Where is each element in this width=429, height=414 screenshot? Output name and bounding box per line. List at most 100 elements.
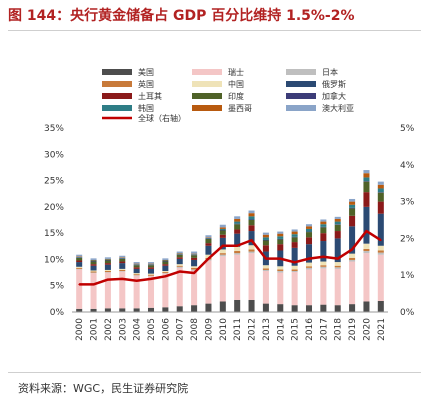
line-point bbox=[365, 230, 368, 232]
bar-segment bbox=[90, 258, 97, 260]
bar-segment bbox=[162, 264, 169, 266]
bar-segment bbox=[334, 218, 341, 222]
bar-segment bbox=[377, 192, 384, 202]
bar-segment bbox=[349, 261, 356, 305]
bar-segment bbox=[248, 299, 255, 312]
bar-segment bbox=[133, 265, 140, 268]
legend-swatch bbox=[192, 93, 222, 99]
bar-segment bbox=[76, 308, 83, 312]
bar-segment bbox=[320, 233, 327, 242]
line-point bbox=[92, 283, 95, 286]
x-tick-label: 2020 bbox=[362, 318, 372, 341]
bar-segment bbox=[76, 269, 83, 309]
x-tick-label: 2019 bbox=[348, 318, 358, 341]
bar-segment bbox=[248, 219, 255, 220]
bar-segment bbox=[191, 266, 198, 268]
bar-segment bbox=[104, 272, 111, 309]
bar-segment bbox=[219, 230, 226, 235]
bar-segment bbox=[334, 238, 341, 263]
bar-segment bbox=[377, 245, 384, 251]
bar-segment bbox=[119, 255, 126, 258]
bar-segment bbox=[162, 258, 169, 260]
bar-segment bbox=[147, 275, 155, 277]
bar-segment bbox=[377, 300, 384, 312]
line-point bbox=[380, 239, 382, 242]
bar-segment bbox=[90, 273, 97, 309]
bar-segment bbox=[162, 272, 169, 274]
bar-segment bbox=[277, 304, 284, 312]
bar-segment bbox=[76, 266, 83, 268]
legend-swatch bbox=[102, 93, 132, 99]
bar-segment bbox=[248, 225, 255, 232]
bar-segment bbox=[248, 210, 255, 214]
bar-segment bbox=[104, 259, 111, 261]
x-tick-label: 2001 bbox=[90, 318, 100, 341]
bar-segment bbox=[219, 249, 226, 254]
bar-segment bbox=[191, 257, 198, 260]
legend-swatch bbox=[286, 105, 316, 111]
line-point bbox=[322, 256, 325, 258]
bar-segment bbox=[205, 237, 212, 238]
legend-label: 全球（右轴） bbox=[138, 113, 186, 123]
bar-segment bbox=[291, 236, 298, 238]
bar-segment bbox=[291, 305, 298, 312]
chart-container: 美国 瑞士 日本 英国 中国 俄罗斯 土耳其 印度 加拿大 韩国 墨西哥 澳大利亚 全球（右轴） 0% 5… bbox=[0, 62, 429, 364]
x-tick-label: 2017 bbox=[319, 318, 329, 341]
bar-segment bbox=[305, 228, 313, 232]
bar-segment bbox=[320, 266, 327, 269]
bar-segment bbox=[147, 262, 155, 264]
legend-swatch bbox=[102, 81, 132, 87]
bar-segment bbox=[363, 170, 370, 174]
legend-label: 印度 bbox=[228, 91, 244, 101]
bar-segment bbox=[234, 223, 241, 225]
y-tick-label: 20% bbox=[44, 203, 64, 213]
bar-segment bbox=[334, 231, 341, 239]
bar-segment bbox=[363, 251, 370, 254]
bar-segment bbox=[377, 254, 384, 301]
y-tick-label: 0% bbox=[50, 308, 65, 318]
bar-segment bbox=[305, 237, 313, 245]
bar-segment bbox=[90, 264, 97, 266]
bar-segment bbox=[176, 251, 183, 254]
bar-segment bbox=[176, 266, 183, 268]
bar-segment bbox=[219, 224, 226, 228]
bar-segment bbox=[133, 268, 140, 274]
line-series bbox=[78, 229, 382, 286]
bar-segment bbox=[76, 260, 83, 263]
bar-segment bbox=[349, 207, 356, 209]
bar-segment bbox=[104, 264, 111, 270]
chart-axes: 0% 5% 10% 15% 20% 25% 30% 35% 0% 1% 2% 3% 4% 5% 2000 20… bbox=[44, 124, 415, 341]
bar-segment bbox=[162, 261, 169, 262]
bar-segment bbox=[104, 260, 111, 264]
bar-segment bbox=[291, 247, 298, 266]
bar-segment bbox=[176, 253, 183, 254]
bar-segment bbox=[349, 215, 356, 227]
bar-segment bbox=[104, 263, 111, 265]
bar-segment bbox=[119, 308, 126, 312]
bar-segment bbox=[234, 221, 241, 224]
line-point bbox=[308, 257, 310, 260]
bar-segment bbox=[219, 237, 226, 250]
bar-segment bbox=[133, 264, 140, 265]
bar-segment bbox=[248, 249, 255, 252]
bar-segment bbox=[320, 221, 327, 225]
bar-segment bbox=[291, 272, 298, 306]
bar-segment bbox=[234, 233, 241, 247]
y2-tick-label: 4% bbox=[400, 161, 415, 171]
bar-segment bbox=[104, 270, 111, 273]
bar-segment bbox=[234, 246, 241, 252]
bar-segment bbox=[176, 254, 183, 258]
bar-segment bbox=[76, 262, 83, 267]
bar-segment bbox=[90, 261, 97, 265]
bar-segment bbox=[291, 237, 298, 243]
bar-segment bbox=[349, 304, 356, 312]
line-point bbox=[121, 278, 124, 280]
x-tick-label: 2013 bbox=[262, 318, 272, 341]
bar-segment bbox=[320, 241, 327, 262]
bar-segment bbox=[219, 301, 226, 312]
bar-segment bbox=[277, 231, 284, 234]
bar-segment bbox=[334, 216, 341, 219]
bar-segment bbox=[248, 251, 255, 254]
